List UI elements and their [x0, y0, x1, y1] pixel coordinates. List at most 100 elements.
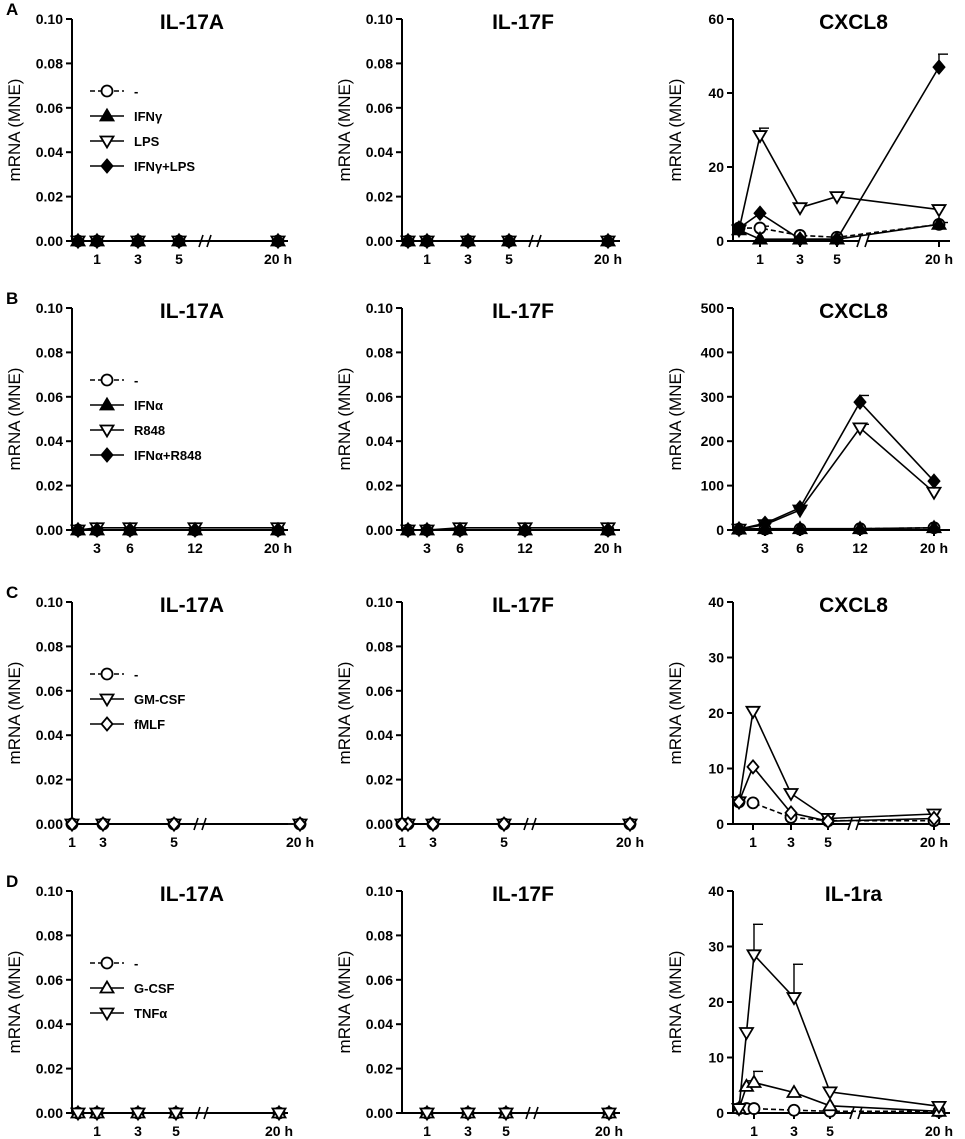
y-tick-label: 0.00 [366, 233, 393, 249]
y-tick-label: 0.04 [36, 1016, 63, 1032]
data-point [401, 522, 415, 538]
data-point [502, 233, 516, 249]
legend-marker [98, 396, 116, 411]
data-point [730, 1103, 748, 1117]
data-point [69, 1107, 87, 1122]
legend-marker [100, 716, 114, 732]
x-tick-label: 1 [749, 834, 757, 850]
data-point [90, 522, 104, 538]
y-tick-label: 0.02 [36, 772, 63, 788]
y-axis-label: mRNA (MNE) [666, 662, 685, 765]
x-tick-label: 3 [787, 834, 795, 850]
y-tick-label: 0.04 [366, 1016, 393, 1032]
y-tick-label: 0.04 [36, 727, 63, 743]
data-point [785, 992, 803, 1006]
series-line [738, 952, 940, 1109]
x-tick-label: 1 [756, 251, 764, 267]
y-axis-label: mRNA (MNE) [335, 79, 354, 182]
chart-title: IL-17A [160, 594, 224, 617]
data-point [90, 233, 104, 249]
legend-marker [100, 158, 114, 174]
legend-marker [98, 979, 116, 994]
data-point [782, 788, 800, 802]
data-point [830, 231, 844, 248]
panel-letter-B: B [6, 289, 18, 308]
x-tick-label: 20 h [594, 540, 622, 556]
data-point [732, 793, 746, 810]
data-point [732, 220, 746, 236]
data-point [426, 816, 440, 832]
legend-label: IFNα [134, 398, 163, 413]
x-tick-label: 12 [852, 540, 868, 556]
y-tick-label: 0.06 [366, 972, 393, 988]
x-tick-label: 5 [500, 834, 508, 850]
data-point [753, 205, 767, 222]
legend-marker [98, 135, 116, 150]
y-axis-label: mRNA (MNE) [335, 951, 354, 1054]
data-point [751, 130, 769, 144]
y-tick-label: 40 [708, 594, 724, 610]
data-point [821, 813, 835, 830]
legend: - IFNγ LPS IFNγ+LPS [90, 84, 195, 174]
x-tick-label: 20 h [595, 1123, 623, 1139]
y-tick-label: 60 [708, 11, 724, 27]
y-tick-label: 0.10 [36, 300, 63, 316]
data-point [744, 705, 762, 720]
data-point [932, 59, 946, 75]
y-tick-label: 400 [701, 344, 725, 360]
series-line [739, 1107, 939, 1113]
x-tick-label: 6 [796, 540, 804, 556]
legend-label: IFNγ [134, 109, 163, 124]
x-tick-label: 12 [517, 540, 533, 556]
y-tick-label: 0 [716, 233, 724, 249]
x-tick-label: 3 [429, 834, 437, 850]
y-tick-label: 200 [701, 433, 725, 449]
chart-A-IL17F: IL-17F mRNA (MNE) 0.00 0.02 0.04 0.06 0.08 0.10… [335, 11, 622, 267]
y-tick-label: 0.00 [36, 522, 63, 538]
series-line [739, 223, 940, 239]
data-point [930, 1100, 948, 1115]
x-tick-label: 6 [126, 540, 134, 556]
x-tick-label: 3 [761, 540, 769, 556]
data-point [758, 515, 772, 532]
y-tick-label: 40 [708, 85, 724, 101]
axis-break-mark [856, 234, 862, 248]
x-tick-label: 5 [170, 834, 178, 850]
data-point [167, 816, 181, 832]
y-tick-label: 0.04 [366, 433, 393, 449]
data-point [738, 1027, 755, 1041]
legend-label: R848 [134, 423, 165, 438]
data-point [600, 1107, 618, 1122]
x-tick-label: 3 [796, 251, 804, 267]
y-tick-label: 100 [701, 478, 725, 494]
y-tick-label: 0.00 [36, 816, 63, 832]
y-tick-label: 0.00 [366, 1105, 393, 1121]
legend-marker [98, 693, 116, 708]
y-tick-label: 0.08 [366, 55, 393, 71]
data-point [418, 1107, 436, 1122]
x-tick-label: 20 h [286, 834, 314, 850]
data-point [129, 1107, 147, 1122]
y-axis-label: mRNA (MNE) [335, 368, 354, 471]
panel-letter-C: C [6, 583, 18, 602]
y-axis-label: mRNA (MNE) [335, 662, 354, 765]
data-point [88, 1107, 106, 1122]
legend-marker [100, 956, 114, 970]
x-tick-label: 20 h [265, 1123, 293, 1139]
y-tick-label: 30 [708, 650, 724, 666]
data-point [293, 816, 307, 832]
legend-marker [100, 447, 114, 463]
panel-letter-D: D [6, 872, 18, 891]
y-tick-label: 0.02 [36, 1061, 63, 1077]
legend-label: - [134, 667, 138, 682]
legend: - GM-CSF fMLF [90, 667, 185, 732]
x-tick-label: 1 [423, 251, 431, 267]
x-tick-label: 20 h [920, 834, 948, 850]
y-tick-label: 0.02 [366, 189, 393, 205]
data-point [791, 520, 809, 535]
data-point [188, 522, 202, 538]
chart-title: IL-17A [160, 883, 224, 906]
chart-title: IL-17F [492, 11, 554, 34]
data-point [167, 1107, 185, 1122]
